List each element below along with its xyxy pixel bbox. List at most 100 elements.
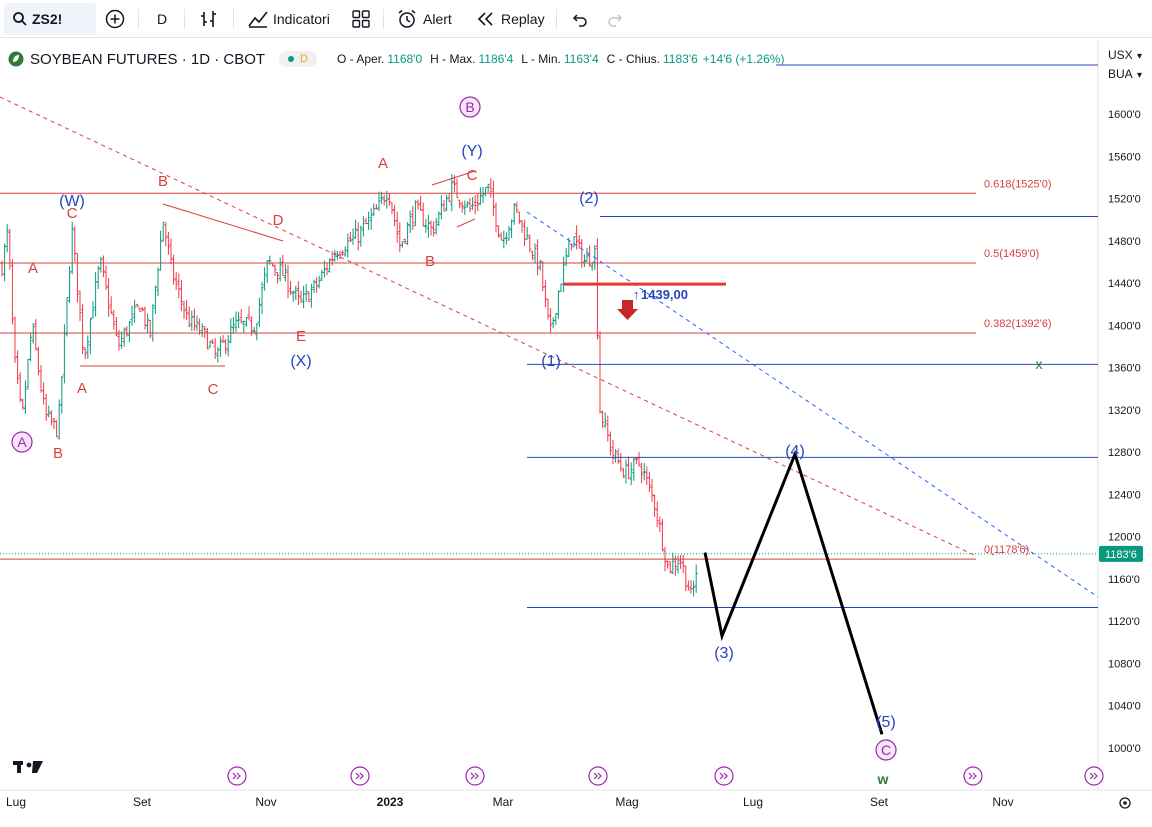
redo-button[interactable] (607, 6, 625, 32)
price-bar (291, 290, 295, 302)
price-bar (499, 232, 503, 241)
price-bar (57, 399, 61, 440)
y-tick-label: 1400'0 (1108, 320, 1141, 332)
price-bar (315, 277, 319, 293)
price-bar (242, 320, 246, 333)
price-bar (380, 191, 384, 204)
price-bar (525, 226, 529, 240)
price-bar (520, 220, 524, 234)
open-label: O - Aper. (337, 52, 385, 66)
event-marker-circle (465, 766, 485, 786)
gear-icon (1119, 797, 1131, 809)
wave-label-circled: C (881, 742, 891, 758)
price-bar (169, 238, 173, 265)
price-bar (629, 462, 633, 486)
price-bar (619, 452, 623, 472)
price-bar (211, 339, 215, 345)
price-bar (400, 241, 404, 248)
chart-legend: SOYBEAN FUTURES · 1D · CBOT D O - Aper. … (8, 50, 784, 68)
indicators-icon (248, 11, 268, 28)
price-bar (161, 221, 165, 242)
price-bar (598, 331, 602, 414)
tradingview-logo-icon (13, 761, 43, 773)
fib-level-label: 0.382(1392'6) (984, 318, 1052, 330)
price-bar (528, 234, 532, 253)
price-bar (187, 306, 191, 328)
price-bar (255, 323, 259, 341)
blue-trendline (526, 211, 1099, 598)
logo-slash (32, 761, 43, 773)
price-bar (476, 193, 480, 212)
interval-button[interactable]: D (157, 6, 167, 32)
price-bar (562, 256, 566, 293)
chart-type-button[interactable] (200, 6, 218, 32)
price-bar (260, 281, 264, 315)
event-marker-circle (588, 766, 608, 786)
price-bar (83, 347, 87, 360)
undo-button[interactable] (570, 6, 588, 32)
symbol-search[interactable]: ZS2! (4, 3, 96, 35)
projection-path (703, 449, 884, 735)
event-marker-chevrons (232, 772, 241, 780)
price-bar (263, 267, 267, 291)
price-bar (572, 236, 576, 248)
price-bar (224, 339, 228, 355)
price-bar (507, 226, 511, 241)
price-bar (395, 211, 399, 243)
price-chart[interactable]: 0.618(1525'0) 0.5(1459'0) 0.382(1392'6) 0(1… (0, 38, 1152, 827)
price-bar (351, 228, 355, 245)
event-marker-chevrons (1089, 772, 1098, 780)
price-bar (411, 205, 415, 231)
price-bar (10, 259, 14, 325)
y-tick-label: 1040'0 (1108, 701, 1141, 713)
event-marker-circle (963, 766, 983, 786)
y-tick-label: 1200'0 (1108, 532, 1141, 544)
price-bar (81, 304, 85, 354)
price-bar (177, 273, 181, 299)
price-bar (408, 210, 412, 233)
price-bar (403, 238, 407, 245)
price-bar (455, 178, 459, 199)
price-bar (676, 555, 680, 574)
price-bar (356, 222, 360, 251)
gear-ring (1119, 797, 1131, 809)
wave-label-circled: B (465, 99, 474, 115)
replay-button[interactable]: Replay (475, 6, 545, 32)
price-bar (133, 299, 137, 323)
price-bar (239, 309, 243, 324)
price-bar (299, 290, 303, 303)
wave-label-circled: A (17, 434, 27, 450)
price-bar (432, 221, 436, 237)
price-bar (94, 272, 98, 317)
price-bar (88, 317, 92, 354)
price-bar (346, 233, 350, 258)
price-bar (655, 501, 659, 528)
wave-label-circle-icon (875, 739, 897, 761)
alarm-clock-icon (398, 9, 416, 28)
price-bar (460, 201, 464, 213)
layouts-button[interactable] (351, 6, 371, 32)
symbol-title[interactable]: SOYBEAN FUTURES · 1D · CBOT (30, 50, 266, 68)
price-bar (390, 202, 394, 214)
price-bar (642, 463, 646, 481)
search-icon (13, 12, 27, 26)
indicators-button[interactable]: Indicatori (247, 6, 330, 32)
chart-area[interactable]: 0.618(1525'0) 0.5(1459'0) 0.382(1392'6) 0(1… (0, 38, 1152, 827)
event-marker-chevrons (719, 772, 728, 780)
price-bar (127, 321, 131, 343)
price-bar (512, 203, 516, 225)
alert-button[interactable]: Alert (396, 6, 452, 32)
event-marker-icon (588, 766, 608, 786)
price-bar (130, 305, 134, 326)
price-bar (387, 193, 391, 206)
price-bar (406, 221, 410, 245)
price-bar (608, 431, 612, 456)
toolbar-divider (383, 9, 384, 29)
compare-button[interactable] (104, 6, 126, 32)
data-badge[interactable]: D (279, 51, 318, 67)
open-value: 1168'0 (387, 52, 423, 66)
price-bar (109, 296, 113, 315)
price-bar (247, 306, 251, 321)
chevron-down-icon: ▾ (1137, 70, 1142, 81)
price-bar (627, 456, 631, 480)
